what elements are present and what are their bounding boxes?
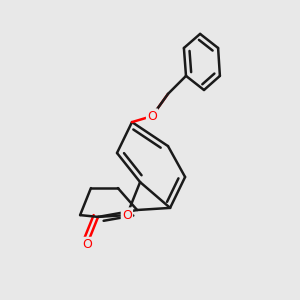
Text: O: O — [82, 238, 92, 251]
Text: O: O — [147, 110, 157, 123]
Text: O: O — [122, 208, 132, 222]
